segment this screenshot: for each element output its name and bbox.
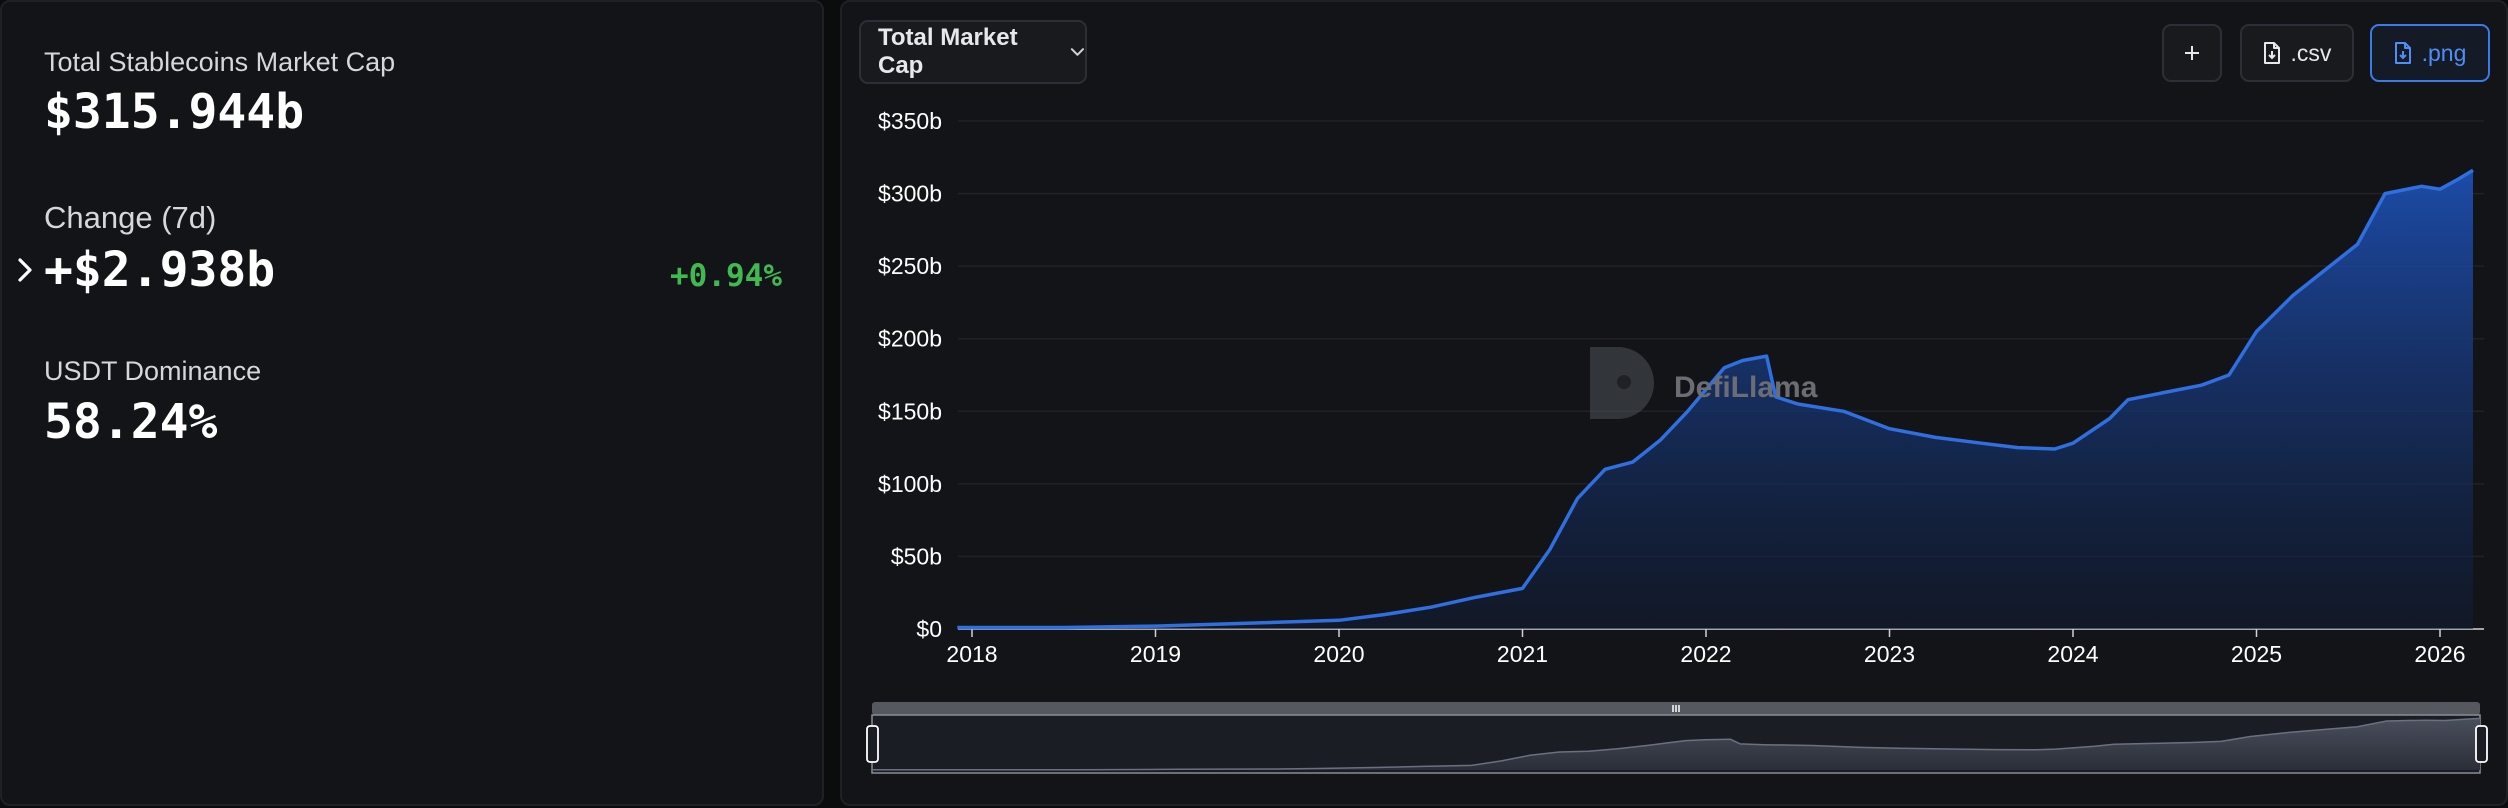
y-tick-label: $150b [878, 398, 942, 424]
brush-overview-line [872, 717, 2481, 771]
usdt-dominance-value: 58.24% [44, 394, 218, 450]
stats-panel: Total Stablecoins Market Cap $315.944b C… [0, 0, 824, 806]
change-7d-percent: +0.94% [670, 258, 782, 294]
y-tick-label: $250b [878, 253, 942, 279]
x-tick-label: 2026 [2414, 641, 2465, 667]
change-7d-label: Change (7d) [44, 200, 217, 235]
x-tick-label: 2023 [1864, 641, 1915, 667]
brush-grip-icon [1672, 705, 1680, 712]
watermark-text: DefiLlama [1674, 371, 1818, 404]
market-cap-area [957, 170, 2473, 630]
usdt-dominance-label: USDT Dominance [44, 356, 262, 386]
brush-handle-right[interactable] [2475, 725, 2488, 763]
metric-select[interactable]: Total Market Cap [859, 20, 1087, 84]
file-download-icon [2263, 42, 2280, 64]
total-market-cap-label: Total Stablecoins Market Cap [44, 47, 396, 77]
x-tick-label: 2022 [1680, 641, 1731, 667]
chevron-down-icon [1070, 48, 1085, 56]
change-7d-value: +$2.938b [44, 242, 276, 298]
chevron-right-icon[interactable] [14, 255, 36, 285]
range-brush[interactable] [866, 702, 2488, 774]
x-tick-label: 2025 [2231, 641, 2282, 667]
add-button[interactable] [2162, 24, 2222, 82]
brush-handle-left[interactable] [866, 725, 879, 763]
y-tick-label: $100b [878, 471, 942, 497]
csv-label: .csv [2290, 39, 2332, 66]
file-download-icon [2394, 42, 2411, 64]
y-tick-label: $350b [878, 108, 942, 134]
y-tick-label: $200b [878, 326, 942, 352]
x-tick-label: 2024 [2047, 641, 2098, 667]
plus-icon [2185, 46, 2199, 60]
defillama-logo [1590, 347, 1654, 419]
y-tick-label: $50b [891, 543, 942, 569]
market-cap-line [957, 168, 2474, 630]
png-label: .png [2421, 39, 2467, 66]
y-tick-label: $0 [916, 616, 942, 642]
download-png-button[interactable]: .png [2370, 24, 2490, 82]
x-tick-label: 2019 [1130, 641, 1181, 667]
x-tick-label: 2018 [946, 641, 997, 667]
brush-overview-area [872, 718, 2480, 770]
download-csv-button[interactable]: .csv [2240, 24, 2354, 82]
metric-select-label: Total Market Cap [878, 24, 1018, 79]
market-cap-chart: $0 $50b $100b $150b $200b $250b $300b $350b 201… [866, 108, 2488, 774]
x-tick-label: 2021 [1497, 641, 1548, 667]
x-tick-label: 2020 [1313, 641, 1364, 667]
y-tick-label: $300b [878, 181, 942, 207]
total-market-cap-value: $315.944b [44, 84, 305, 140]
chart-panel: Total Market Cap .csv .png [840, 0, 2508, 806]
